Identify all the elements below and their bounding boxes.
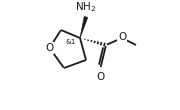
Text: O: O [118, 32, 126, 42]
Text: O: O [45, 43, 54, 53]
Polygon shape [80, 16, 88, 38]
Text: &1: &1 [65, 39, 76, 45]
Text: NH$_2$: NH$_2$ [75, 1, 96, 15]
Text: O: O [96, 72, 104, 82]
